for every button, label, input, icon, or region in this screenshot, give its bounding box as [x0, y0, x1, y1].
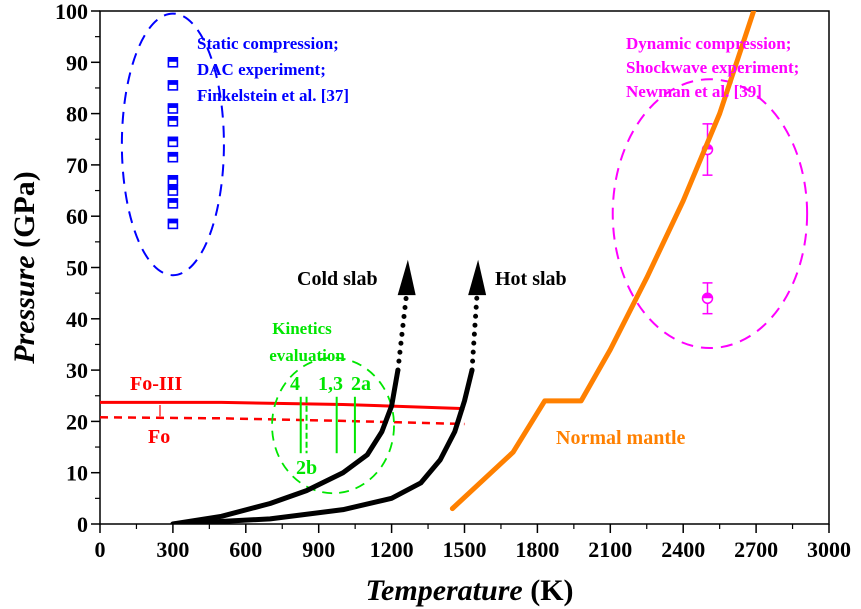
x-tick-label: 3000	[807, 537, 851, 562]
kinetics-marker-label: 2a	[351, 373, 371, 395]
static-data-point-fill	[168, 152, 178, 157]
x-tick-label: 1800	[515, 537, 559, 562]
static-data-point-fill	[168, 116, 178, 121]
kinetics-title: Kinetics	[272, 319, 332, 338]
kinetics-ellipse	[271, 356, 395, 495]
y-tick-label: 50	[66, 256, 88, 281]
x-tick-label: 2400	[661, 537, 705, 562]
static-data-point-fill	[168, 198, 178, 203]
static-data-point-fill	[168, 219, 178, 224]
kinetics-marker-label: 4	[290, 373, 300, 395]
cold-slab-line	[170, 367, 401, 524]
y-tick-label: 90	[66, 50, 88, 75]
x-tick-label: 0	[95, 537, 106, 562]
static-compression-ellipse	[120, 12, 225, 277]
static-compression-label: Finkelstein et al. [37]	[197, 86, 349, 105]
dynamic-compression-label: Dynamic compression;	[626, 34, 791, 53]
y-axis-label-italic: Pressure	[8, 255, 41, 364]
y-axis-label: Pressure (GPa)	[8, 171, 41, 364]
static-compression-label: Static compression;	[197, 34, 339, 53]
x-tick-label: 1500	[443, 537, 487, 562]
static-data-point-fill	[168, 137, 178, 142]
hot-slab-line	[170, 367, 475, 524]
y-tick-label: 20	[66, 409, 88, 434]
cold-slab-label: Cold slab	[297, 268, 378, 290]
fo-iii-boundary-line	[100, 400, 465, 411]
x-tick-label: 1200	[370, 537, 414, 562]
kinetics-title: evaluation	[269, 346, 345, 365]
y-tick-label: 30	[66, 358, 88, 383]
cold-slab-extrapolated-line	[395, 290, 410, 373]
dynamic-data-point-fill	[702, 293, 713, 299]
y-tick-label: 10	[66, 461, 88, 486]
y-tick-label: 80	[66, 102, 88, 127]
x-tick-label: 600	[229, 537, 262, 562]
hot-slab-arrowhead	[468, 259, 487, 296]
x-tick-label: 2100	[588, 537, 632, 562]
y-tick-label: 100	[55, 0, 88, 24]
static-data-point-fill	[168, 186, 178, 191]
static-data-point-fill	[168, 80, 178, 85]
fo-boundary-line	[100, 416, 465, 426]
cold-slab-arrowhead	[397, 259, 416, 296]
x-axis-label-italic: Temperature	[365, 574, 522, 607]
static-compression-label: DAC experiment;	[197, 60, 326, 79]
x-tick-label: 2700	[734, 537, 778, 562]
fo-iii-label: Fo-III	[130, 373, 182, 395]
x-tick-label: 900	[302, 537, 335, 562]
dynamic-compression-label: Shockwave experiment;	[626, 58, 799, 77]
y-tick-label: 0	[77, 512, 88, 537]
dynamic-compression-ellipse	[611, 78, 809, 350]
y-tick-label: 70	[66, 153, 88, 178]
fo-label: Fo	[148, 426, 170, 448]
y-tick-label: 60	[66, 204, 88, 229]
y-tick-label: 40	[66, 307, 88, 332]
static-data-point-fill	[168, 103, 178, 108]
hot-slab-extrapolated-line	[469, 290, 480, 373]
normal-mantle-label: Normal mantle	[556, 427, 686, 449]
x-tick-label: 300	[156, 537, 189, 562]
static-data-point-fill	[168, 57, 178, 62]
x-axis-label: Temperature (K)	[365, 574, 573, 607]
kinetics-marker-label: 1,3	[318, 373, 343, 395]
hot-slab-label: Hot slab	[495, 268, 567, 290]
plot-area	[100, 11, 809, 524]
x-axis-label-unit: (K)	[523, 574, 574, 607]
kinetics-marker-label: 2b	[296, 457, 317, 479]
dynamic-compression-label: Newman et al. [39]	[626, 82, 762, 101]
normal-mantle-line	[449, 11, 757, 512]
static-data-point-fill	[168, 175, 178, 180]
y-axis-label-unit: (GPa)	[8, 171, 41, 255]
